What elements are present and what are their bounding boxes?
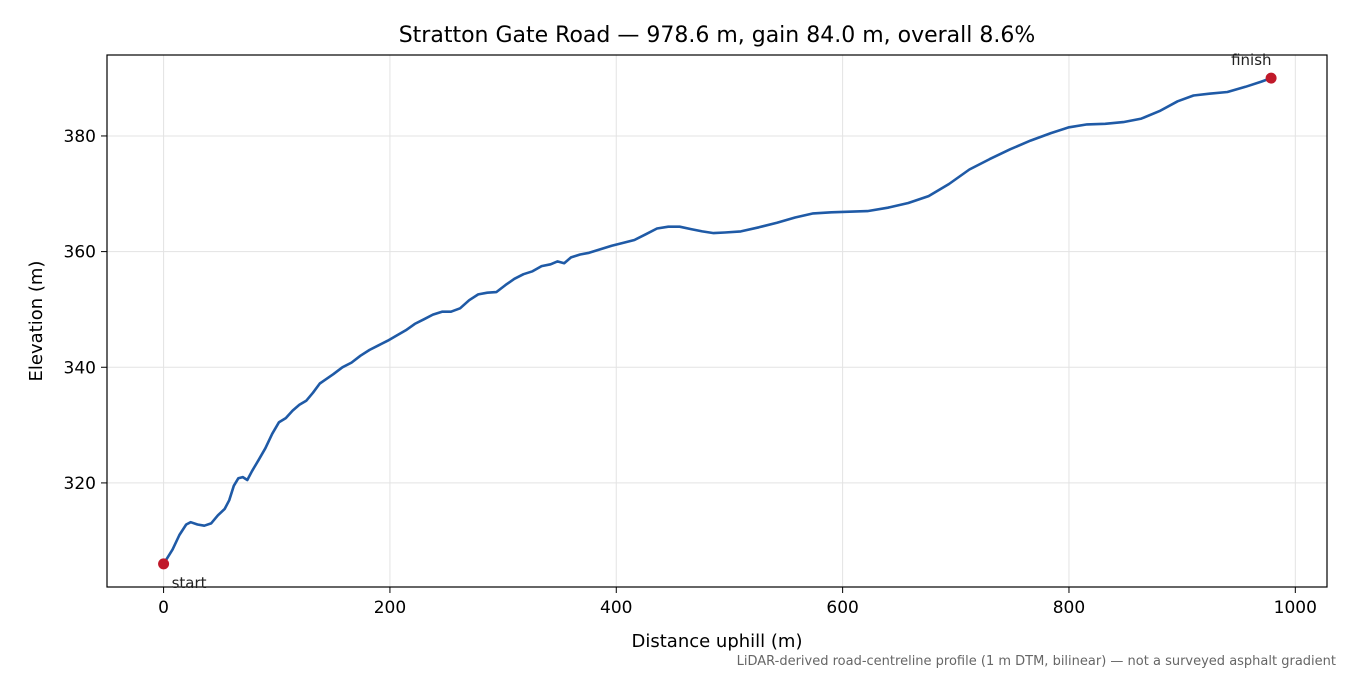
x-tick-label: 200 (374, 598, 406, 618)
x-tick-label: 600 (826, 598, 858, 618)
x-axis-label: Distance uphill (m) (632, 631, 803, 652)
markers: start finish (158, 51, 1277, 592)
y-tick-label: 340 (64, 358, 96, 378)
x-tick-label: 800 (1053, 598, 1085, 618)
elevation-line (162, 76, 1273, 566)
grid (107, 55, 1327, 587)
start-marker (158, 558, 170, 570)
y-tick-label: 360 (64, 243, 96, 263)
ticks: 0 200 400 600 800 1000 320 340 360 380 (64, 127, 1317, 618)
y-tick-label: 320 (64, 474, 96, 494)
start-label: start (172, 574, 207, 592)
finish-marker (1265, 72, 1277, 84)
y-tick-label: 380 (64, 127, 96, 147)
x-tick-label: 0 (158, 598, 169, 618)
finish-label: finish (1231, 51, 1271, 69)
y-axis-label: Elevation (m) (26, 261, 47, 382)
series-layer (162, 76, 1273, 566)
x-tick-label: 400 (600, 598, 632, 618)
chart-title: Stratton Gate Road — 978.6 m, gain 84.0 … (399, 23, 1036, 48)
footnote: LiDAR-derived road-centreline profile (1… (737, 654, 1336, 669)
x-tick-label: 1000 (1274, 598, 1317, 618)
plot-frame (106, 54, 1328, 588)
